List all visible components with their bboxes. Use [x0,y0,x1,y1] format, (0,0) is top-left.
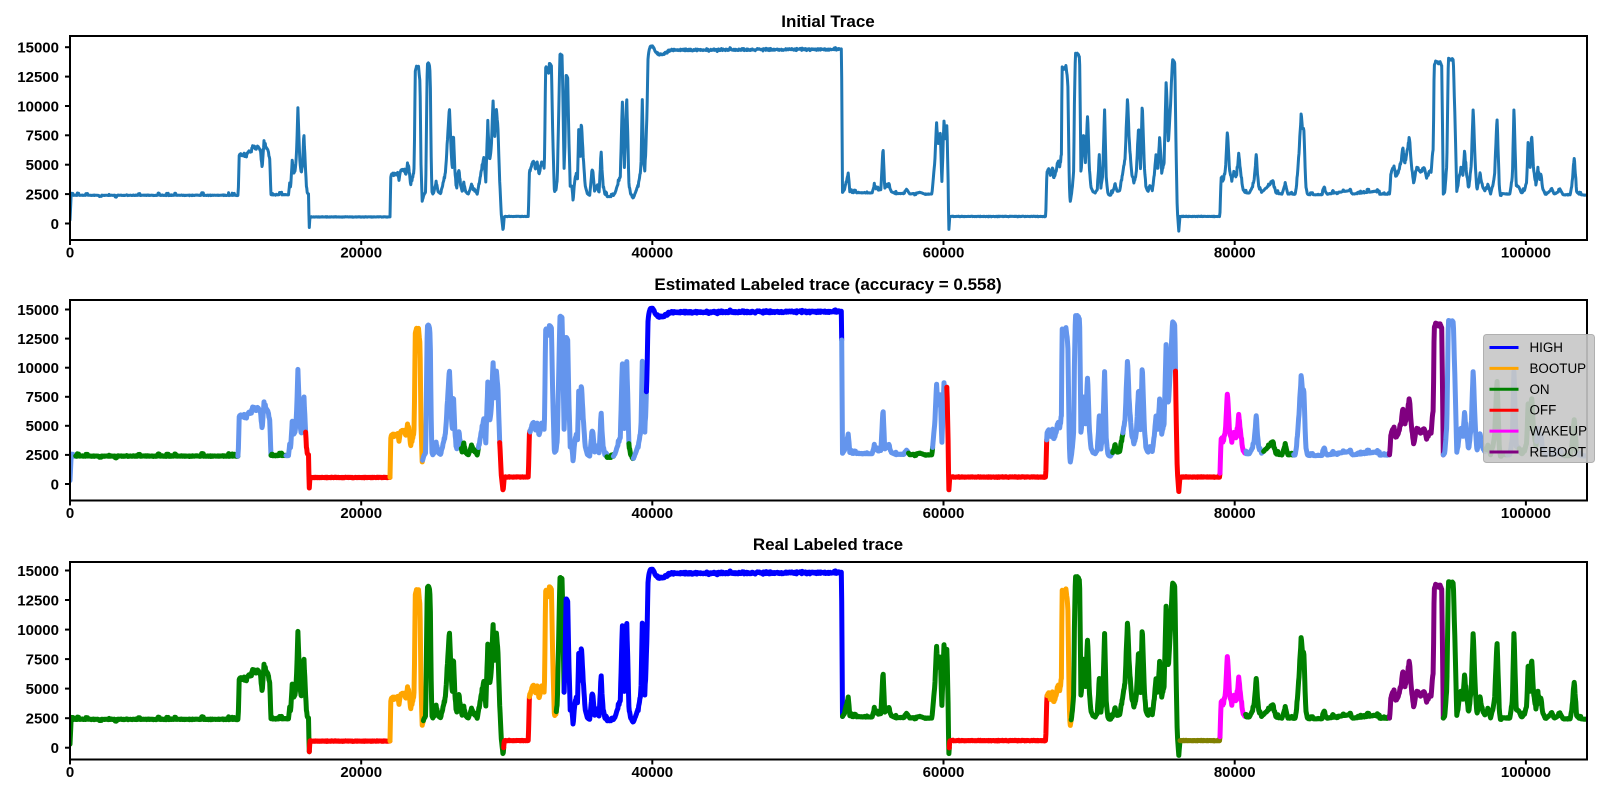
svg-text:Estimated Labeled trace (accur: Estimated Labeled trace (accuracy = 0.55… [654,275,1001,294]
svg-text:20000: 20000 [340,505,382,522]
svg-text:60000: 60000 [923,245,965,262]
svg-text:7500: 7500 [26,128,59,145]
svg-text:REBOOT: REBOOT [1530,445,1587,460]
svg-text:ON: ON [1530,382,1550,397]
svg-text:12500: 12500 [17,592,59,609]
svg-text:0: 0 [51,476,59,493]
svg-text:40000: 40000 [631,505,673,522]
svg-text:80000: 80000 [1214,245,1256,262]
svg-text:20000: 20000 [340,245,382,262]
svg-text:WAKEUP: WAKEUP [1530,424,1588,439]
svg-text:0: 0 [66,245,74,262]
svg-text:5000: 5000 [26,157,59,174]
svg-text:100000: 100000 [1501,505,1551,522]
svg-text:OFF: OFF [1530,403,1557,418]
svg-text:Initial Trace: Initial Trace [781,12,875,31]
svg-text:20000: 20000 [340,764,382,781]
svg-text:60000: 60000 [923,764,965,781]
svg-text:100000: 100000 [1501,245,1551,262]
svg-text:80000: 80000 [1214,764,1256,781]
svg-text:10000: 10000 [17,622,59,639]
svg-text:2500: 2500 [26,186,59,203]
svg-text:10000: 10000 [17,360,59,377]
svg-text:Real Labeled trace: Real Labeled trace [753,535,903,554]
svg-text:40000: 40000 [631,245,673,262]
svg-text:5000: 5000 [26,418,59,435]
svg-text:100000: 100000 [1501,764,1551,781]
svg-text:15000: 15000 [17,40,59,57]
svg-text:0: 0 [51,216,59,233]
svg-text:BOOTUP: BOOTUP [1530,361,1587,376]
svg-text:10000: 10000 [17,98,59,115]
svg-text:0: 0 [66,505,74,522]
svg-text:2500: 2500 [26,447,59,464]
svg-text:15000: 15000 [17,302,59,319]
svg-text:7500: 7500 [26,651,59,668]
svg-text:5000: 5000 [26,681,59,698]
svg-text:60000: 60000 [923,505,965,522]
svg-text:15000: 15000 [17,563,59,580]
svg-text:0: 0 [66,764,74,781]
svg-text:12500: 12500 [17,69,59,86]
svg-text:7500: 7500 [26,389,59,406]
svg-text:2500: 2500 [26,711,59,728]
svg-text:40000: 40000 [631,764,673,781]
svg-text:HIGH: HIGH [1530,340,1563,355]
svg-text:12500: 12500 [17,331,59,348]
svg-text:80000: 80000 [1214,505,1256,522]
svg-text:0: 0 [51,740,59,757]
